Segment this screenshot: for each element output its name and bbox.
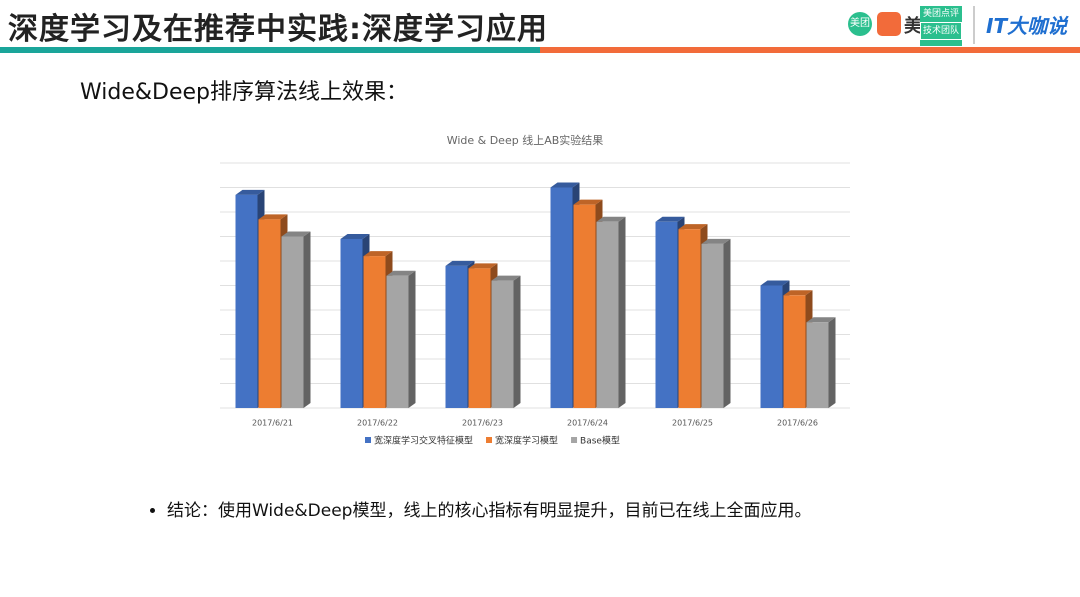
bar	[701, 243, 724, 408]
bar-top	[596, 216, 626, 222]
logo: 美团点评	[922, 9, 959, 19]
bar	[468, 268, 491, 408]
bar-top	[678, 224, 708, 230]
bar-top	[281, 231, 311, 237]
bar	[445, 265, 468, 408]
bar-top	[445, 260, 475, 266]
bar	[806, 322, 829, 408]
bar-side	[828, 317, 836, 408]
header-bar	[540, 47, 1080, 53]
bar-side	[723, 238, 731, 408]
bar-top	[550, 182, 580, 188]
bar-top	[258, 214, 288, 220]
bar-top	[783, 290, 813, 296]
bar-top	[386, 270, 416, 276]
bar-side	[618, 216, 626, 408]
bar-top	[701, 238, 731, 244]
bar-top	[468, 263, 498, 269]
chart-title: Wide & Deep 线上AB实验结果	[447, 133, 604, 147]
legend-swatch	[571, 437, 578, 443]
legend-swatch	[486, 437, 493, 443]
logo: 美团	[848, 12, 872, 36]
bar	[491, 280, 514, 408]
bar-side	[303, 231, 311, 408]
legend-label: 宽深度学习交叉特征模型	[374, 435, 473, 447]
bar-side	[513, 275, 521, 408]
bar-top	[235, 189, 265, 195]
x-tick-label: 2017/6/25	[672, 419, 713, 428]
bar	[235, 194, 258, 408]
bar-top	[806, 317, 836, 323]
bar	[386, 275, 409, 408]
subtitle: Wide&Deep排序算法线上效果：	[80, 80, 409, 105]
bar	[258, 219, 281, 408]
legend-swatch	[365, 437, 371, 443]
logo: IT大咖说	[986, 14, 1068, 38]
conclusion-list: 结论：使用Wide&Deep模型，线上的核心指标有明显提升，目前已在线上全面应用…	[145, 496, 811, 521]
logo: 技术团队	[920, 22, 962, 40]
bar	[550, 187, 573, 408]
x-tick-label: 2017/6/24	[567, 419, 608, 428]
logo: 美	[904, 16, 922, 37]
conclusion: 结论：使用Wide&Deep模型，线上的核心指标有明显提升，目前已在线上全面应用…	[167, 496, 811, 521]
bar	[573, 204, 596, 408]
legend-label: 宽深度学习模型	[495, 435, 558, 447]
bar	[596, 221, 619, 408]
bar	[783, 295, 806, 408]
slide-title: 深度学习及在推荐中实践:深度学习应用	[8, 12, 548, 47]
bar-top	[655, 216, 685, 222]
bar	[760, 285, 783, 408]
bar	[340, 238, 363, 408]
bar-top	[340, 233, 370, 239]
x-tick-label: 2017/6/22	[357, 419, 398, 428]
x-tick-label: 2017/6/26	[777, 419, 818, 428]
divider	[973, 6, 975, 44]
logo-icon	[877, 12, 901, 36]
bar-side	[408, 270, 416, 408]
bar	[678, 229, 701, 408]
header-bar	[0, 47, 540, 53]
x-tick-label: 2017/6/23	[462, 419, 503, 428]
bar	[655, 221, 678, 408]
bar	[281, 236, 304, 408]
bar-top	[573, 199, 603, 205]
legend-label: Base模型	[580, 436, 620, 447]
x-tick-label: 2017/6/21	[252, 419, 293, 428]
logo-box: 美团点评 技术团队	[920, 6, 962, 46]
bar-top	[491, 275, 521, 281]
bar-top	[363, 251, 393, 257]
bar	[363, 256, 386, 408]
bar-top	[760, 280, 790, 286]
